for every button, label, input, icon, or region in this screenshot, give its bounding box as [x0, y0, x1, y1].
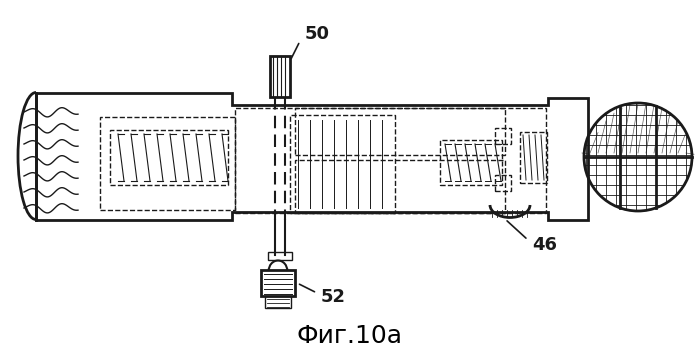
Bar	[295, 108, 505, 155]
Text: 46: 46	[532, 236, 557, 254]
Bar	[235, 108, 546, 213]
Bar	[270, 56, 290, 97]
Bar	[265, 296, 291, 308]
Bar	[290, 115, 395, 213]
Bar	[100, 117, 235, 210]
Bar	[268, 252, 292, 260]
Bar	[440, 140, 502, 185]
Text: Фиг.10a: Фиг.10a	[297, 324, 403, 348]
Bar	[520, 132, 547, 183]
Bar	[495, 128, 511, 144]
Bar	[295, 160, 505, 213]
Bar	[261, 270, 295, 296]
Bar	[495, 175, 511, 191]
Bar	[110, 130, 228, 185]
Text: 52: 52	[321, 288, 346, 306]
Text: 50: 50	[305, 25, 330, 43]
